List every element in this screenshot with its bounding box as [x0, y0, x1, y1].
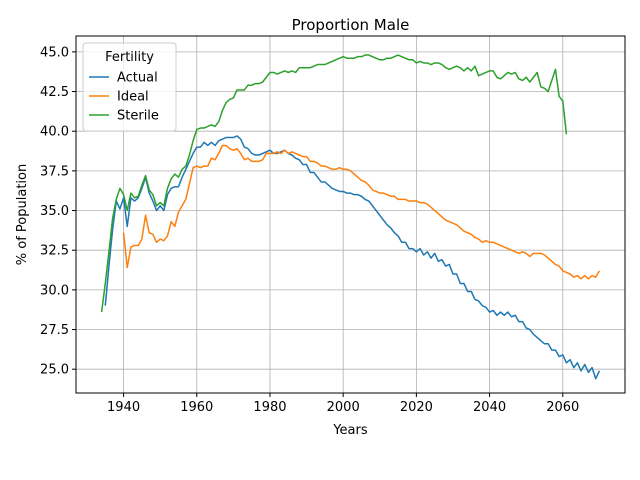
legend: Fertility Actual Ideal Sterile	[82, 42, 177, 132]
y-tick-label: 42.5	[40, 85, 69, 100]
x-tick-label: 2000	[327, 400, 360, 415]
series-line-ideal	[122, 144, 601, 280]
x-tick-label: 1940	[107, 400, 140, 415]
plot-frame	[75, 35, 626, 394]
x-tick-label: 2020	[400, 400, 433, 415]
chart-title: Proportion Male	[292, 16, 410, 34]
legend-label-sterile: Sterile	[117, 109, 159, 124]
y-tick-label: 37.5	[40, 164, 69, 179]
legend-label-actual: Actual	[117, 71, 158, 86]
x-axis-ticks: 1940 1960 1980 2000 2020 2040 2060	[107, 393, 579, 415]
legend-box	[82, 42, 177, 132]
y-tick-label: 40.0	[40, 125, 69, 140]
x-tick-label: 1960	[180, 400, 213, 415]
x-tick-label: 1980	[253, 400, 286, 415]
y-tick-label: 45.0	[40, 45, 69, 60]
y-axis-label: % of Population	[15, 164, 30, 265]
grid-lines	[76, 36, 625, 393]
x-axis-label: Years	[332, 423, 368, 438]
y-tick-label: 35.0	[40, 204, 69, 219]
x-tick-label: 2040	[473, 400, 506, 415]
legend-title: Fertility	[105, 50, 154, 65]
y-tick-label: 27.5	[40, 323, 69, 338]
y-tick-label: 25.0	[40, 363, 69, 378]
y-tick-label: 32.5	[40, 244, 69, 259]
series-line-actual	[104, 135, 601, 380]
y-tick-label: 30.0	[40, 283, 69, 298]
legend-label-ideal: Ideal	[117, 90, 149, 105]
x-tick-label: 2060	[546, 400, 579, 415]
y-axis-ticks: 25.0 27.5 30.0 32.5 35.0 37.5 40.0 42.5 45.0	[40, 45, 76, 378]
series-line-sterile	[100, 54, 568, 313]
series-layer	[100, 54, 601, 380]
